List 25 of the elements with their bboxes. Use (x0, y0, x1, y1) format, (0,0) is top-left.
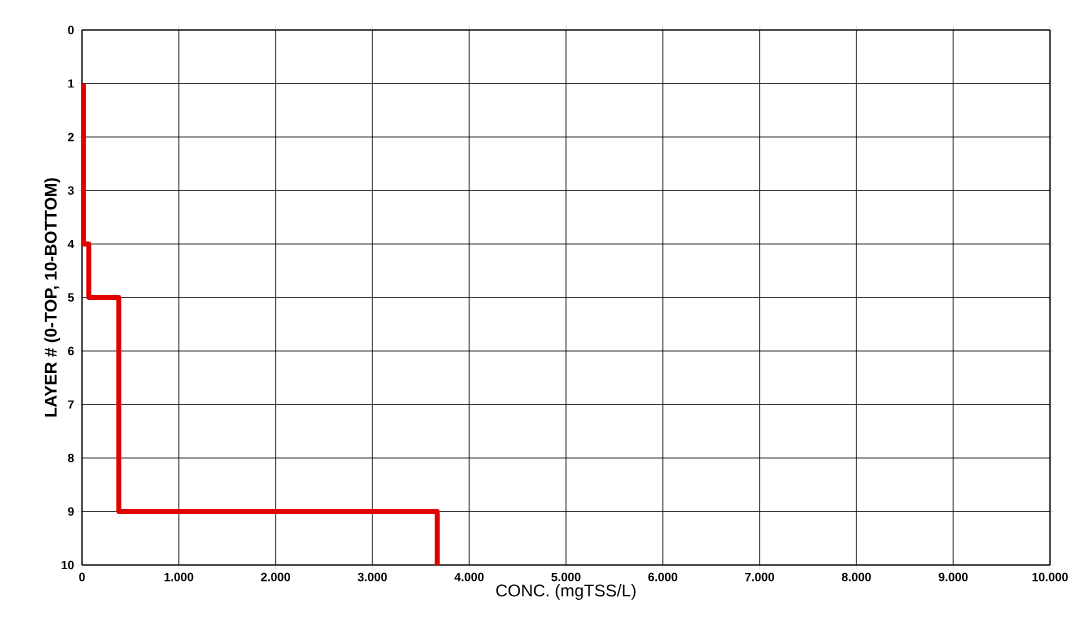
line-series (82, 81, 440, 566)
x-axis-title: CONC. (mgTSS/L) (496, 584, 636, 600)
y-tick-label: 8 (67, 453, 74, 463)
y-tick-label: 6 (68, 346, 74, 356)
x-tick-label: 4.000 (454, 572, 484, 582)
x-tick-label: 5.000 (551, 572, 581, 582)
y-tick-label: 2 (68, 132, 74, 142)
x-tick-label: 9.000 (938, 572, 968, 582)
x-tick-label: 8.000 (841, 572, 871, 582)
y-tick-label: 4 (67, 239, 75, 249)
x-tick-label: 1.000 (164, 572, 194, 582)
y-tick-label: 10 (61, 560, 74, 570)
x-tick-label: 7.000 (745, 572, 775, 582)
y-tick-label: 7 (68, 400, 74, 409)
y-tick-label: 9 (68, 507, 74, 516)
x-tick-label: 2.000 (261, 572, 291, 582)
x-tick-label: 0 (79, 572, 85, 582)
x-tick-label: 3.000 (357, 572, 387, 582)
y-tick-label: 1 (68, 79, 74, 88)
x-tick-label: 6.000 (648, 572, 678, 582)
y-axis-title: LAYER # (0-TOP, 10-BOTTOM) (44, 178, 61, 417)
x-tick-label: 10.000 (1032, 572, 1068, 582)
y-tick-label: 0 (68, 25, 74, 35)
y-tick-label: 5 (67, 293, 74, 302)
y-tick-label: 3 (67, 186, 74, 195)
